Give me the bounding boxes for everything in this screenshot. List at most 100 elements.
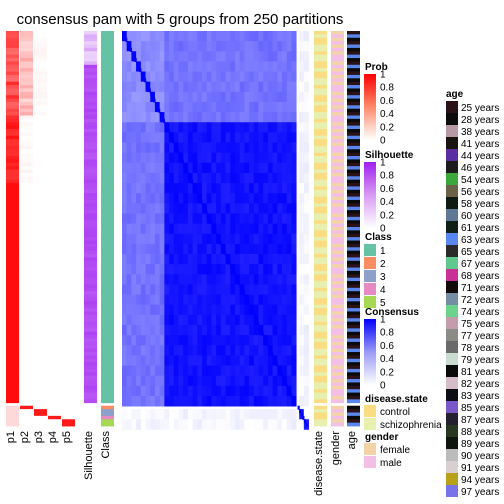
disease-state-cell xyxy=(314,47,327,52)
disease-state-cell xyxy=(314,395,327,400)
class-cell xyxy=(101,311,114,316)
consensus-cell xyxy=(154,81,161,93)
consensus-cell xyxy=(187,419,194,430)
prob-cell xyxy=(6,270,19,275)
legend-gender-swatch xyxy=(364,443,376,455)
consensus-cell xyxy=(206,284,212,295)
consensus-diagonal-cell xyxy=(128,44,131,49)
consensus-cell xyxy=(253,409,259,420)
consensus-cell xyxy=(197,51,203,62)
age-cell xyxy=(347,318,360,323)
class-cell xyxy=(101,176,114,181)
prob-cell xyxy=(62,139,75,143)
disease-state-cell xyxy=(314,125,327,130)
consensus-cell xyxy=(140,152,146,164)
consensus-cell xyxy=(154,385,161,397)
class-cell xyxy=(101,318,114,323)
consensus-cell xyxy=(249,152,255,164)
consensus-cell xyxy=(145,335,151,346)
legend-tick-label: 0.6 xyxy=(380,341,394,352)
consensus-cell xyxy=(303,314,309,326)
consensus-cell xyxy=(169,162,175,174)
consensus-cell xyxy=(272,193,278,204)
legend-age-label: 63 years xyxy=(461,235,499,246)
consensus-cell xyxy=(178,233,184,245)
prob-cell xyxy=(6,392,19,397)
age-cell xyxy=(347,412,360,417)
consensus-cell xyxy=(249,132,255,143)
gender-cell xyxy=(331,311,344,316)
consensus-cell xyxy=(291,122,297,133)
consensus-cell xyxy=(173,172,179,184)
prob-cell xyxy=(62,95,75,99)
prob-cell xyxy=(20,105,33,110)
consensus-cell xyxy=(140,31,146,42)
silhouette-cell xyxy=(84,362,97,366)
consensus-cell xyxy=(303,254,309,265)
consensus-cell xyxy=(267,112,274,123)
consensus-cell xyxy=(277,304,283,316)
consensus-cell xyxy=(258,172,264,184)
consensus-diagonal-cell xyxy=(285,382,288,387)
consensus-cell xyxy=(277,51,283,62)
age-cell xyxy=(347,61,360,66)
prob-cell xyxy=(34,254,47,258)
prob-cell xyxy=(34,47,47,52)
consensus-cell xyxy=(145,314,151,326)
consensus-cell xyxy=(272,172,278,184)
age-cell xyxy=(347,270,360,275)
prob-cell xyxy=(62,34,75,39)
consensus-cell xyxy=(150,419,156,430)
disease-state-cell xyxy=(314,37,327,42)
prob-cell xyxy=(62,176,75,181)
prob-cell xyxy=(48,338,61,343)
consensus-diagonal-cell xyxy=(303,419,307,424)
consensus-cell xyxy=(258,304,264,316)
prob-cell xyxy=(62,237,75,241)
disease-state-cell xyxy=(314,95,327,99)
consensus-cell xyxy=(173,51,179,62)
column-label-silhouette: Silhouette xyxy=(83,431,95,480)
consensus-cell xyxy=(136,132,142,143)
consensus-cell xyxy=(253,71,259,83)
legend-age-label: 28 years xyxy=(461,115,499,126)
consensus-cell xyxy=(282,395,288,407)
prob-cell xyxy=(62,399,75,404)
silhouette-cell xyxy=(84,213,97,218)
consensus-cell xyxy=(169,172,175,184)
consensus-cell xyxy=(126,365,132,377)
disease-state-cell xyxy=(314,118,327,123)
consensus-cell xyxy=(173,122,179,133)
consensus-cell xyxy=(187,375,194,387)
age-cell xyxy=(347,227,360,231)
prob-cell xyxy=(48,41,61,45)
consensus-cell xyxy=(197,162,203,174)
consensus-cell xyxy=(249,183,255,194)
prob-cell xyxy=(48,382,61,387)
consensus-cell xyxy=(299,112,305,123)
consensus-cell xyxy=(249,375,255,387)
consensus-cell xyxy=(272,409,278,420)
silhouette-cell xyxy=(84,220,97,225)
silhouette-cell xyxy=(84,227,97,231)
prob-cell xyxy=(34,210,47,214)
prob-cell xyxy=(6,203,19,208)
prob-cell xyxy=(34,71,47,76)
class-cell xyxy=(101,257,114,262)
prob-cell xyxy=(34,44,47,49)
consensus-cell xyxy=(173,375,179,387)
prob-cell xyxy=(20,372,33,377)
gender-cell xyxy=(331,139,344,143)
consensus-cell xyxy=(244,264,250,275)
gender-cell xyxy=(331,64,344,69)
prob-cell xyxy=(20,385,33,390)
disease-state-cell xyxy=(314,81,327,86)
disease-state-cell xyxy=(314,321,327,326)
disease-state-cell xyxy=(314,341,327,346)
age-cell xyxy=(347,358,360,363)
prob-cell xyxy=(20,166,33,170)
consensus-cell xyxy=(253,395,259,407)
consensus-cell xyxy=(230,375,236,387)
silhouette-cell xyxy=(84,37,97,42)
silhouette-cell xyxy=(84,409,97,413)
